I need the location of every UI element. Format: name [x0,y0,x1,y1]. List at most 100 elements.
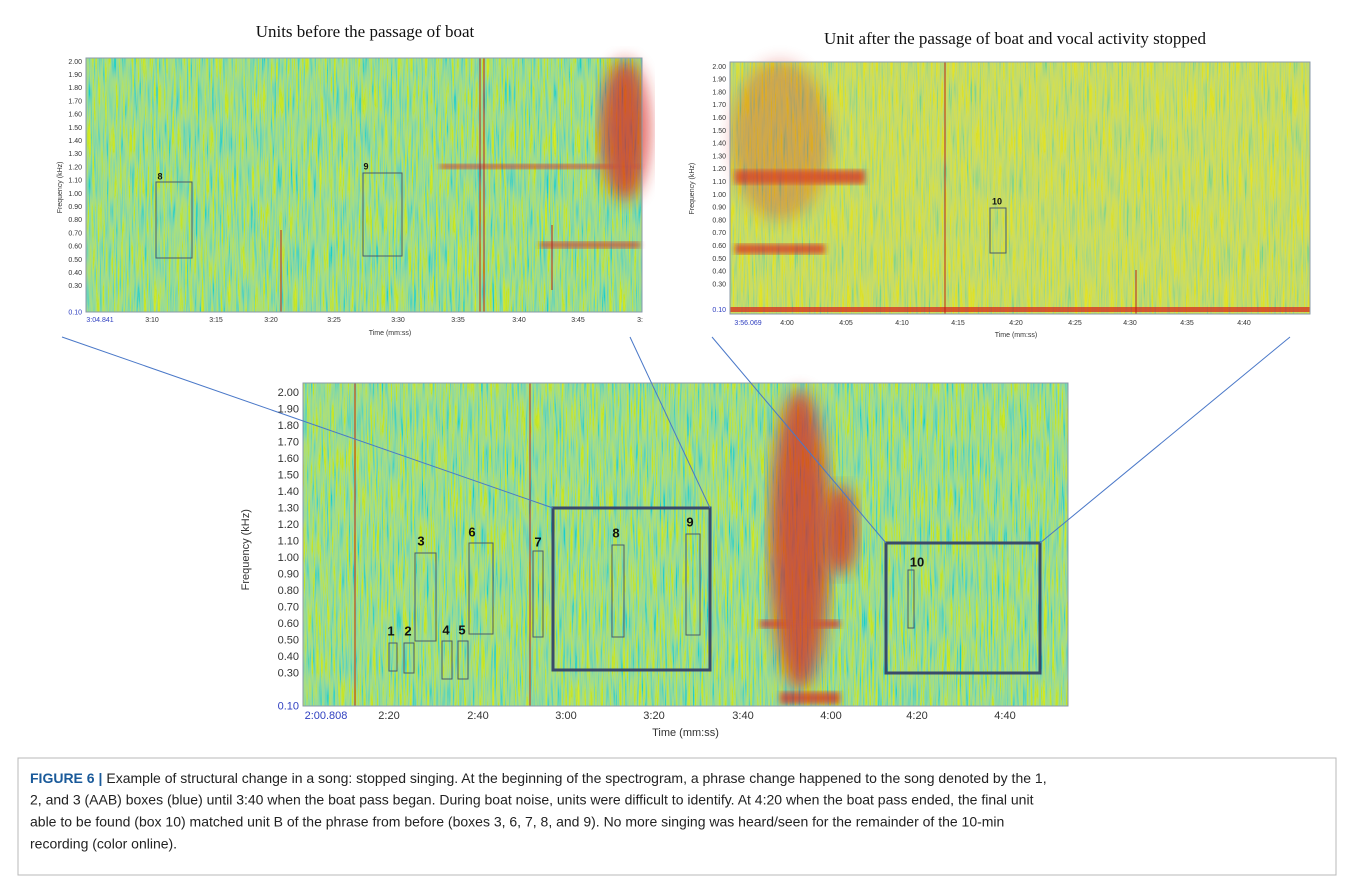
x-axis-label: Time (mm:ss) [995,332,1038,339]
y-tick-label: 1.20 [68,164,82,171]
y-tick-label: 0.50 [278,634,299,646]
x-tick-label: 3:10 [145,317,159,324]
y-tick-label: 1.70 [278,436,299,448]
caption-box [17,757,1337,876]
axes-frame [85,57,1311,707]
y-tick-label: 1.40 [278,486,299,498]
y-axis-label: Frequency (kHz) [57,162,64,214]
y-tick-label: 0.40 [68,270,82,277]
y-tick-label: 1.10 [68,178,82,185]
unit-box [532,550,544,638]
caption-line: able to be found (box 10) matched unit B… [30,814,1004,830]
unit-label: 9 [363,161,368,171]
x-tick-label: 4:00 [820,710,841,722]
panel-title: Unit after the passage of boat and vocal… [824,29,1206,48]
x-tick-label: 3:40 [732,710,753,722]
x-tick-label: 4:20 [1009,320,1023,327]
caption: FIGURE 6 | Example of structural change i… [30,770,1047,786]
unit-label: 5 [458,622,465,637]
y-tick-label: 1.90 [68,72,82,79]
x-tick-label: 3: [637,317,643,324]
y-tick-label: 0.30 [278,667,299,679]
y-tick-label: 1.90 [712,77,726,84]
y-tick-label: 0.60 [712,243,726,250]
x-tick-label: 3:40 [512,317,526,324]
caption-line: Example of structural change in a song: … [106,770,1046,786]
x-tick-label: 4:40 [1237,320,1251,327]
spectrogram-noise [86,58,642,312]
caption-line: 2, and 3 (AAB) boxes (blue) until 3:40 w… [30,792,1034,808]
y-tick-label: 0.10 [712,307,726,314]
x-tick-label: 4:40 [994,710,1015,722]
x-tick-label: 3:30 [391,317,405,324]
unit-box [414,552,437,642]
x-tick-label: 3:20 [643,710,664,722]
y-tick-label: 1.20 [278,519,299,531]
x-tick-label: 4:35 [1180,320,1194,327]
x-tick-label: 2:20 [378,710,399,722]
panel-title: Units before the passage of boat [256,22,475,41]
y-tick-label: 1.70 [68,98,82,105]
y-tick-label: 0.70 [68,230,82,237]
unit-box [403,642,415,674]
y-tick-label: 0.40 [712,269,726,276]
y-tick-label: 1.10 [712,179,726,186]
y-tick-label: 0.70 [278,601,299,613]
y-tick-label: 1.60 [712,115,726,122]
x-tick-label: 4:10 [895,320,909,327]
x-tick-label: 3:25 [327,317,341,324]
y-axis-label: Frequency (kHz) [689,163,696,215]
unit-box [362,172,403,257]
y-tick-label: 1.00 [278,552,299,564]
x-tick-label: 4:20 [906,710,927,722]
y-tick-label: 0.80 [712,217,726,224]
y-tick-label: 0.50 [712,256,726,263]
x-tick-label: 3:45 [571,317,585,324]
energy [440,60,1310,704]
y-tick-label: 1.30 [712,153,726,160]
y-tick-label: 1.90 [278,403,299,415]
y-tick-label: 1.70 [712,102,726,109]
unit-label: 4 [442,622,450,637]
y-tick-label: 0.90 [278,568,299,580]
unit-box [468,542,494,635]
y-tick-label: 1.60 [278,453,299,465]
y-tick-label: 1.80 [712,89,726,96]
y-tick-label: 1.60 [68,112,82,119]
y-tick-label: 1.30 [278,502,299,514]
unit-label: 9 [686,514,693,529]
unit-box [685,533,701,636]
vertical-streaks [280,58,1137,706]
caption-line: recording (color online). [30,836,177,852]
unit-label: 7 [534,534,541,549]
unit-box [457,640,469,680]
y-tick-label: 2.00 [712,64,726,71]
x-axis-label: Time (mm:ss) [652,727,719,739]
connector [61,336,1291,544]
y-tick-label: 1.00 [712,192,726,199]
unit-box [441,640,453,680]
spectrogram-noise [730,62,1310,314]
unit-label: 6 [468,524,475,539]
y-tick-label: 0.60 [68,244,82,251]
y-tick-label: 0.40 [278,651,299,663]
unit-label: 1 [387,623,394,638]
x-tick-label: 3:15 [209,317,223,324]
unit-box [388,642,398,672]
y-tick-label: 1.80 [278,420,299,432]
y-tick-label: 0.90 [68,204,82,211]
x-axis-label: Time (mm:ss) [369,330,412,337]
y-tick-label: 0.60 [278,618,299,630]
unit-label: 2 [404,623,411,638]
x-tick-label: 3:56.069 [734,320,761,327]
x-tick-label: 4:15 [951,320,965,327]
y-tick-label: 0.30 [712,281,726,288]
x-tick-label: 3:20 [264,317,278,324]
y-axis-label: Frequency (kHz) [240,509,252,590]
y-tick-label: 1.40 [712,141,726,148]
unit-label: 10 [992,196,1002,206]
y-tick-label: 0.10 [278,700,299,712]
unit-box [907,569,915,629]
